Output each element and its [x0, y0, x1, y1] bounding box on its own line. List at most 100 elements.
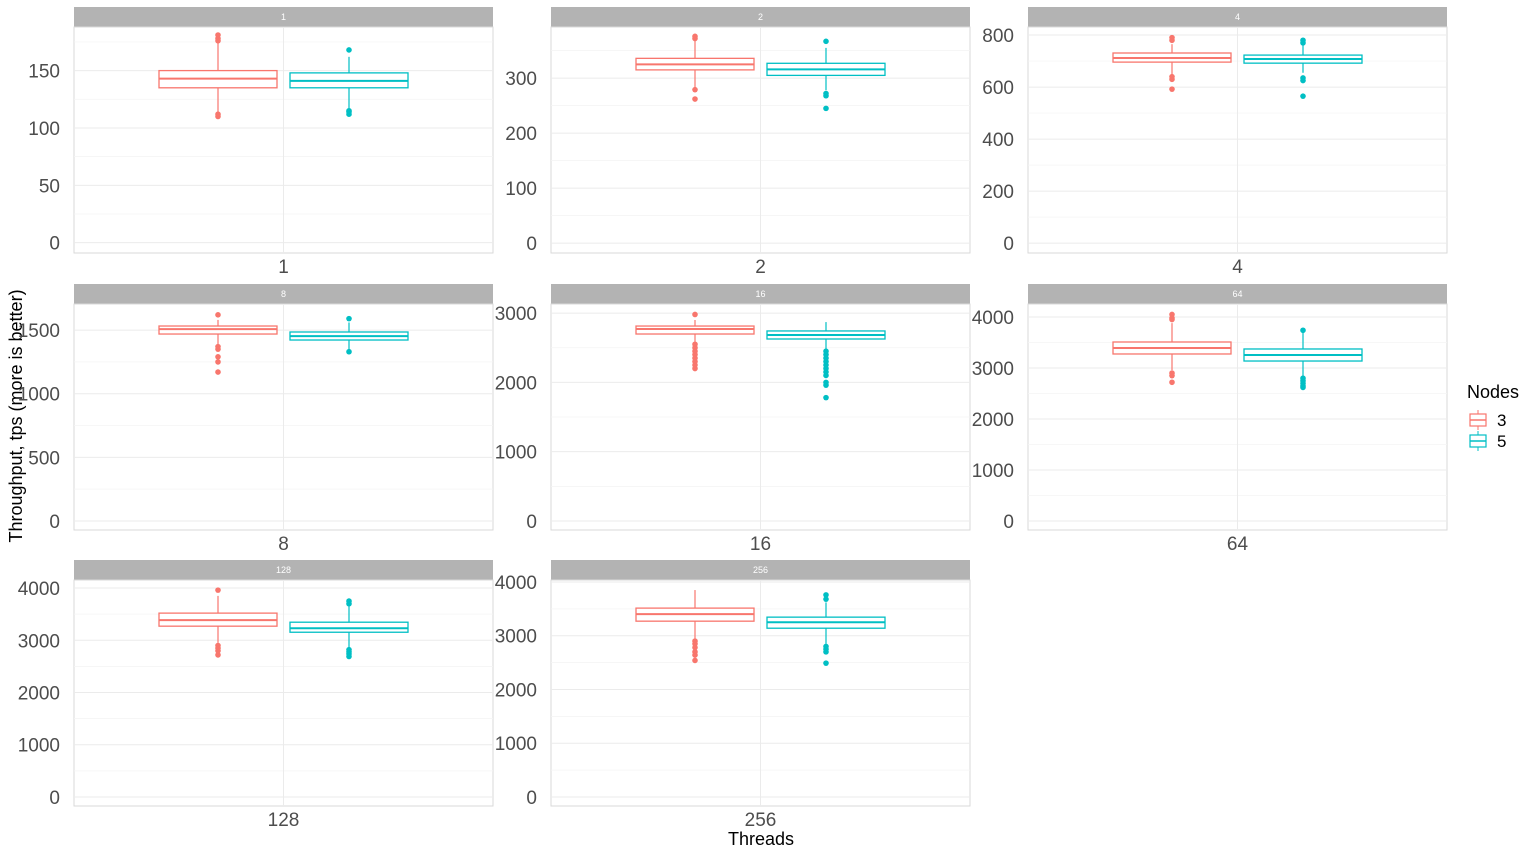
facet-panel-1: 1 0 50 100 150 1 [28, 7, 494, 278]
outlier-point [1169, 372, 1175, 379]
x-tick-label: 256 [745, 810, 777, 831]
outlier-point [823, 92, 829, 99]
outlier-point [215, 111, 221, 117]
y-tick-label: 0 [1003, 512, 1014, 533]
facet-panel-4: 4 0 200 400 600 800 4 [982, 7, 1448, 278]
facet-strip [551, 284, 970, 304]
x-tick-label: 4 [1232, 257, 1243, 278]
outlier-point [346, 653, 352, 660]
outlier-point [692, 657, 698, 664]
outlier-point [1300, 37, 1306, 44]
outlier-point [346, 348, 352, 355]
y-tick-label: 500 [28, 448, 60, 469]
facet-panel-64: 64 0 1000 2000 3000 4000 64 [972, 284, 1448, 555]
y-tick-label: 1000 [972, 461, 1014, 482]
facet-strip [1028, 7, 1447, 27]
facet-strip-label: 2 [758, 12, 763, 22]
facet-panel-8: 8 0 500 1000 1500 8 [18, 284, 494, 555]
x-axis-label: Threads [728, 829, 794, 849]
box-iqr [635, 325, 755, 335]
y-tick-label: 3000 [972, 359, 1014, 380]
y-tick-label: 1500 [18, 321, 60, 342]
box-nodes-5 [1243, 327, 1363, 391]
box-nodes-5 [766, 38, 886, 112]
y-tick-label: 200 [982, 182, 1014, 203]
facet-strip [1028, 284, 1447, 304]
y-tick-label: 3000 [18, 631, 60, 652]
outlier-point [823, 38, 829, 45]
outlier-point [823, 596, 829, 602]
outlier-point [692, 365, 698, 372]
box-nodes-5 [766, 592, 886, 666]
y-axis-label: Throughput, tps (more is better) [6, 289, 26, 542]
box-nodes-5 [1243, 37, 1363, 99]
outlier-point [692, 86, 698, 93]
y-tick-label: 2000 [495, 373, 537, 394]
outlier-point [346, 107, 352, 114]
y-tick-label: 400 [982, 130, 1014, 151]
y-tick-label: 150 [28, 62, 60, 83]
outlier-point [1300, 77, 1306, 84]
facet-strip [551, 560, 970, 580]
facet-strip [551, 7, 970, 27]
outlier-point [346, 315, 352, 322]
y-tick-label: 0 [1003, 234, 1014, 255]
box-nodes-5 [289, 315, 409, 355]
y-tick-label: 4000 [972, 308, 1014, 329]
facet-strip [74, 284, 493, 304]
y-tick-label: 1000 [18, 385, 60, 406]
y-tick-label: 0 [49, 234, 60, 255]
outlier-point [1300, 93, 1306, 99]
y-tick-label: 100 [28, 119, 60, 140]
legend-label: 3 [1497, 411, 1506, 430]
facet-panel-256: 256 0 1000 2000 3000 4000 256 [495, 560, 971, 831]
y-tick-label: 0 [49, 788, 60, 809]
x-tick-label: 2 [755, 257, 766, 278]
outlier-point [346, 47, 352, 53]
x-tick-label: 1 [278, 257, 289, 278]
facet-strip [74, 7, 493, 27]
outlier-point [1169, 379, 1175, 386]
outlier-point [823, 649, 829, 655]
legend-label: 5 [1497, 432, 1506, 451]
box-iqr [289, 621, 409, 633]
y-tick-label: 800 [982, 26, 1014, 47]
box-nodes-5 [766, 322, 886, 401]
outlier-point [215, 647, 221, 654]
box-nodes-5 [289, 47, 409, 117]
outlier-point [1169, 76, 1175, 83]
outlier-point [215, 369, 221, 375]
outlier-point [692, 652, 698, 658]
facet-strip-label: 64 [1232, 289, 1242, 299]
y-tick-label: 4000 [18, 579, 60, 600]
outlier-point [823, 105, 829, 112]
facet-panel-16: 16 0 1000 2000 3000 16 [495, 284, 971, 555]
facet-strip-label: 16 [755, 289, 765, 299]
box-nodes-3 [1112, 34, 1232, 92]
legend: Nodes 3 5 [1467, 382, 1519, 451]
outlier-point [1300, 384, 1306, 391]
box-nodes-3 [635, 33, 755, 102]
y-tick-label: 0 [526, 788, 537, 809]
y-tick-label: 0 [526, 234, 537, 255]
outlier-point [215, 32, 221, 38]
y-tick-label: 300 [505, 69, 537, 90]
y-tick-label: 2000 [972, 410, 1014, 431]
x-tick-label: 128 [268, 810, 300, 831]
facet-strip-label: 128 [276, 565, 291, 575]
outlier-point [215, 359, 221, 365]
outlier-point [346, 600, 352, 607]
outlier-point [692, 311, 698, 318]
facet-strip-label: 256 [753, 565, 768, 575]
y-tick-label: 4000 [495, 573, 537, 594]
outlier-point [1169, 86, 1175, 92]
outlier-point [823, 394, 829, 401]
facet-strip-label: 1 [281, 12, 286, 22]
box-nodes-3 [158, 32, 278, 120]
outlier-point [823, 592, 829, 598]
outlier-point [1169, 316, 1175, 323]
box-nodes-3 [1112, 311, 1232, 386]
outlier-point [823, 382, 829, 388]
facet-strip-label: 4 [1235, 12, 1240, 22]
